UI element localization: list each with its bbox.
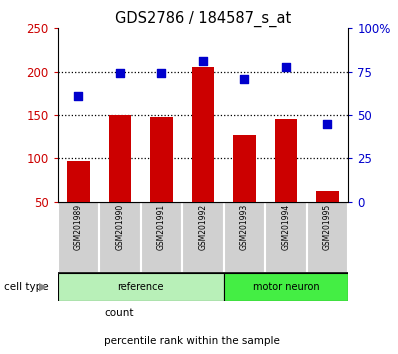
Bar	[109, 115, 131, 202]
Point	[158, 70, 165, 75]
Title: GDS2786 / 184587_s_at: GDS2786 / 184587_s_at	[115, 11, 291, 27]
Bar	[58, 273, 224, 301]
Bar	[233, 135, 256, 202]
Text: ▶: ▶	[39, 282, 47, 292]
Bar	[58, 202, 99, 273]
Text: percentile rank within the sample: percentile rank within the sample	[104, 336, 280, 346]
Text: GSM201993: GSM201993	[240, 204, 249, 250]
Point	[324, 121, 331, 126]
Bar	[99, 202, 141, 273]
Bar	[150, 117, 173, 202]
Bar	[141, 202, 182, 273]
Bar	[182, 202, 224, 273]
Point	[75, 93, 82, 99]
Text: cell type: cell type	[4, 282, 49, 292]
Bar	[67, 161, 90, 202]
Text: GSM201990: GSM201990	[115, 204, 125, 250]
Bar	[275, 119, 297, 202]
Bar	[265, 202, 307, 273]
Text: GSM201994: GSM201994	[281, 204, 291, 250]
Text: GSM201991: GSM201991	[157, 204, 166, 250]
Bar	[191, 67, 215, 202]
Bar	[224, 202, 265, 273]
Point	[117, 70, 123, 76]
Text: motor neuron: motor neuron	[253, 282, 319, 292]
Bar	[307, 202, 348, 273]
Text: GSM201992: GSM201992	[199, 204, 207, 250]
Text: GSM201989: GSM201989	[74, 204, 83, 250]
Point	[283, 64, 289, 70]
Bar	[224, 273, 348, 301]
Text: count: count	[104, 308, 134, 318]
Text: GSM201995: GSM201995	[323, 204, 332, 250]
Point	[200, 58, 206, 64]
Text: reference: reference	[117, 282, 164, 292]
Bar	[316, 192, 339, 202]
Point	[241, 77, 248, 82]
